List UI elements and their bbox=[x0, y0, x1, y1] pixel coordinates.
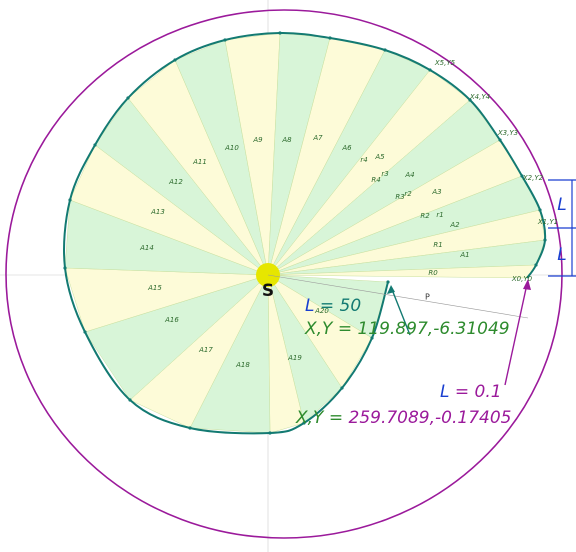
start-length: L = 50 bbox=[305, 296, 361, 316]
p-label: P bbox=[425, 293, 430, 302]
area-label: A4 bbox=[404, 171, 414, 179]
area-label: A6 bbox=[341, 144, 352, 152]
area-label: A15 bbox=[147, 284, 162, 292]
radius-label: R0 bbox=[428, 269, 438, 277]
dimension bbox=[548, 179, 576, 277]
small-r-label: r1 bbox=[436, 211, 443, 219]
radius-label: R4 bbox=[371, 176, 380, 184]
area-label: A12 bbox=[168, 178, 183, 186]
start-arrowhead bbox=[387, 285, 395, 294]
end-arrow bbox=[504, 283, 528, 386]
dimension-label: L bbox=[557, 245, 566, 265]
center-label: S bbox=[262, 281, 274, 301]
end-xy: X,Y = 259.7089,-0.17405 bbox=[295, 408, 511, 428]
xy-value: 259.7089,-0.17405 bbox=[349, 408, 512, 428]
end-arrowhead bbox=[523, 279, 531, 290]
labels: A1 A2 A3 A4 A5 A6 A7 A8 A9 A10 A11 A12 A13 A14 A15 A16 A… bbox=[139, 59, 558, 369]
area-label: A2 bbox=[449, 221, 460, 229]
l-value: = 50 bbox=[320, 296, 361, 316]
area-label: A18 bbox=[235, 361, 250, 369]
spiral-curve bbox=[63, 31, 547, 435]
area-label: A19 bbox=[287, 354, 302, 362]
area-label: A10 bbox=[224, 144, 239, 152]
small-r-label: r2 bbox=[404, 190, 412, 198]
point-label: X5,Y5 bbox=[434, 59, 456, 67]
area-label: A14 bbox=[139, 244, 154, 252]
area-label: A9 bbox=[252, 136, 263, 144]
area-label: A5 bbox=[374, 153, 385, 161]
dimension-label: L bbox=[557, 195, 566, 215]
point-label: X4,Y4 bbox=[469, 93, 490, 101]
radius-label: R2 bbox=[420, 212, 430, 220]
start-arrow bbox=[390, 286, 411, 336]
xy-prefix: X,Y = bbox=[295, 408, 343, 428]
area-label: A3 bbox=[431, 188, 441, 196]
radius-label: R3 bbox=[395, 193, 404, 201]
l-symbol: L bbox=[305, 296, 314, 316]
area-label: A17 bbox=[198, 346, 213, 354]
outer-circle bbox=[5, 9, 563, 539]
point-label: X2,Y2 bbox=[522, 174, 544, 182]
point-label: X1,Y1 bbox=[537, 218, 558, 226]
wedges bbox=[63, 31, 547, 435]
l-value: = 0.1 bbox=[455, 382, 502, 402]
point-label: X3,Y3 bbox=[497, 129, 518, 137]
l-symbol: L bbox=[440, 382, 449, 402]
radius-label: R1 bbox=[433, 241, 442, 249]
area-label: A11 bbox=[192, 158, 207, 166]
area-label: A13 bbox=[150, 208, 165, 216]
start-xy: X,Y = 119.897,-6.31049 bbox=[304, 319, 510, 339]
area-label: A20 bbox=[314, 307, 329, 315]
area-label: A7 bbox=[312, 134, 323, 142]
small-r-label: r4 bbox=[360, 156, 367, 164]
small-r-label: r3 bbox=[381, 170, 388, 178]
point-label: X0,Y0 bbox=[511, 275, 533, 283]
area-label: A1 bbox=[459, 251, 469, 259]
end-length: L = 0.1 bbox=[440, 382, 502, 402]
p-line bbox=[267, 274, 529, 319]
area-label: A8 bbox=[281, 136, 292, 144]
area-label: A16 bbox=[164, 316, 179, 324]
